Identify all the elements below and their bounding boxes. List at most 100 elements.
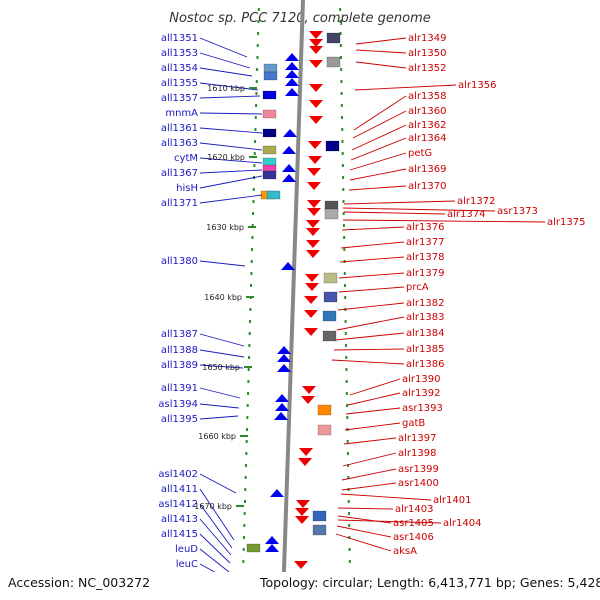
forward-gene-box bbox=[262, 128, 277, 138]
leader-line bbox=[335, 332, 405, 341]
gene-labels[interactable]: all1351 all1353 all1354 all1355 all1357 mnmA a… bbox=[158, 33, 585, 570]
reverse-gene-arrow bbox=[299, 448, 313, 456]
gene-label-all1387[interactable]: all1387 bbox=[161, 329, 198, 340]
gene-label-all1363[interactable]: all1363 bbox=[161, 138, 198, 149]
gene-label-all1353[interactable]: all1353 bbox=[161, 48, 198, 59]
gene-features bbox=[242, 31, 341, 585]
leader-line bbox=[199, 364, 244, 369]
gene-label-alr1404[interactable]: alr1404 bbox=[443, 518, 481, 529]
track-dot bbox=[348, 560, 351, 563]
gene-label-alr1375[interactable]: alr1375 bbox=[547, 217, 585, 228]
gene-label-hisH[interactable]: hisH bbox=[176, 183, 198, 194]
gene-label-all1391[interactable]: all1391 bbox=[161, 383, 198, 394]
gene-label-alr1349[interactable]: alr1349 bbox=[408, 33, 446, 44]
gene-label-all1361[interactable]: all1361 bbox=[161, 123, 198, 134]
gene-label-alr1390[interactable]: alr1390 bbox=[402, 374, 440, 385]
gene-label-leuC[interactable]: leuC bbox=[176, 559, 198, 570]
gene-label-alr1386[interactable]: alr1386 bbox=[406, 359, 444, 370]
reverse-gene-arrow bbox=[308, 141, 322, 149]
gene-label-gatB[interactable]: gatB bbox=[402, 418, 425, 429]
gene-label-alr1350[interactable]: alr1350 bbox=[408, 48, 446, 59]
gene-label-asr1405[interactable]: asr1405 bbox=[393, 518, 434, 529]
gene-label-all1388[interactable]: all1388 bbox=[161, 345, 198, 356]
gene-label-alr1398[interactable]: alr1398 bbox=[398, 448, 436, 459]
gene-label-alr1369[interactable]: alr1369 bbox=[408, 164, 446, 175]
track-dot bbox=[257, 32, 260, 35]
gene-label-all1357[interactable]: all1357 bbox=[161, 93, 198, 104]
leader-line bbox=[339, 256, 405, 263]
reverse-gene-box bbox=[312, 510, 327, 522]
gene-label-alr1376[interactable]: alr1376 bbox=[406, 222, 444, 233]
forward-gene-arrow bbox=[285, 88, 299, 96]
gene-label-all1355[interactable]: all1355 bbox=[161, 78, 198, 89]
map-title: Nostoc sp. PCC 7120, complete genome bbox=[169, 11, 431, 26]
leader-line bbox=[345, 407, 401, 415]
gene-label-all1371[interactable]: all1371 bbox=[161, 198, 198, 209]
gene-label-alr1370[interactable]: alr1370 bbox=[408, 181, 446, 192]
gene-label-alr1360[interactable]: alr1360 bbox=[408, 106, 446, 117]
genome-backbone bbox=[281, 0, 305, 600]
forward-gene-arrow bbox=[285, 53, 299, 61]
forward-gene-box bbox=[262, 109, 277, 119]
gene-label-asl1412[interactable]: asl1412 bbox=[158, 499, 198, 510]
gene-label-all1395[interactable]: all1395 bbox=[161, 414, 198, 425]
gene-label-prcA[interactable]: prcA bbox=[406, 282, 429, 293]
gene-label-asr1373[interactable]: asr1373 bbox=[497, 206, 538, 217]
gene-label-alr1379[interactable]: alr1379 bbox=[406, 268, 444, 279]
leader-line bbox=[199, 157, 263, 164]
gene-label-aksA[interactable]: aksA bbox=[393, 546, 417, 557]
gene-label-asl1394[interactable]: asl1394 bbox=[158, 399, 198, 410]
gene-label-alr1364[interactable]: alr1364 bbox=[408, 133, 446, 144]
gene-label-alr1383[interactable]: alr1383 bbox=[406, 312, 444, 323]
gene-label-alr1352[interactable]: alr1352 bbox=[408, 63, 446, 74]
gene-label-alr1358[interactable]: alr1358 bbox=[408, 91, 446, 102]
gene-label-all1389[interactable]: all1389 bbox=[161, 360, 198, 371]
track-dot bbox=[256, 56, 259, 59]
track-dot bbox=[246, 428, 249, 431]
gene-label-asl1402[interactable]: asl1402 bbox=[158, 469, 198, 480]
reverse-gene-arrow bbox=[308, 156, 322, 164]
gene-label-all1351[interactable]: all1351 bbox=[161, 33, 198, 44]
gene-label-alr1403[interactable]: alr1403 bbox=[395, 504, 433, 515]
gene-label-alr1377[interactable]: alr1377 bbox=[406, 237, 444, 248]
gene-label-alr1374[interactable]: alr1374 bbox=[447, 209, 485, 220]
gene-label-all1415[interactable]: all1415 bbox=[161, 529, 198, 540]
gene-label-all1380[interactable]: all1380 bbox=[161, 256, 198, 267]
reverse-gene-arrow bbox=[295, 508, 309, 516]
gene-label-asr1400[interactable]: asr1400 bbox=[398, 478, 439, 489]
gene-label-all1413[interactable]: all1413 bbox=[161, 514, 198, 525]
reverse-gene-box bbox=[322, 310, 337, 322]
gene-label-alr1356[interactable]: alr1356 bbox=[458, 80, 496, 91]
leader-line bbox=[340, 493, 432, 501]
gene-label-all1411[interactable]: all1411 bbox=[161, 484, 198, 495]
gene-label-alr1372[interactable]: alr1372 bbox=[457, 196, 495, 207]
gene-label-alr1392[interactable]: alr1392 bbox=[402, 388, 440, 399]
track-dot bbox=[339, 20, 342, 23]
gene-label-asr1393[interactable]: asr1393 bbox=[402, 403, 443, 414]
gene-label-mnmA[interactable]: mnmA bbox=[165, 108, 198, 119]
gene-label-all1367[interactable]: all1367 bbox=[161, 168, 198, 179]
leader-line bbox=[199, 503, 233, 549]
gene-label-alr1378[interactable]: alr1378 bbox=[406, 252, 444, 263]
gene-label-alr1384[interactable]: alr1384 bbox=[406, 328, 444, 339]
footer-background bbox=[0, 572, 600, 600]
gene-label-alr1385[interactable]: alr1385 bbox=[406, 344, 444, 355]
gene-label-asr1406[interactable]: asr1406 bbox=[393, 532, 434, 543]
gene-label-asr1399[interactable]: asr1399 bbox=[398, 464, 439, 475]
gene-label-cytM[interactable]: cytM bbox=[174, 153, 198, 164]
gene-label-alr1382[interactable]: alr1382 bbox=[406, 298, 444, 309]
leader-line bbox=[337, 507, 394, 510]
reverse-gene-box bbox=[324, 208, 339, 220]
gene-label-leuD[interactable]: leuD bbox=[175, 544, 198, 555]
gene-label-petG[interactable]: petG bbox=[408, 148, 432, 159]
reverse-gene-arrow bbox=[305, 274, 319, 282]
track-dot bbox=[341, 140, 344, 143]
track-dot bbox=[244, 488, 247, 491]
strand-tracks bbox=[242, 0, 351, 600]
gene-label-alr1401[interactable]: alr1401 bbox=[433, 495, 471, 506]
gene-label-all1354[interactable]: all1354 bbox=[161, 63, 198, 74]
track-dot bbox=[244, 476, 247, 479]
leader-line bbox=[350, 137, 407, 161]
gene-label-alr1397[interactable]: alr1397 bbox=[398, 433, 436, 444]
gene-label-alr1362[interactable]: alr1362 bbox=[408, 120, 446, 131]
